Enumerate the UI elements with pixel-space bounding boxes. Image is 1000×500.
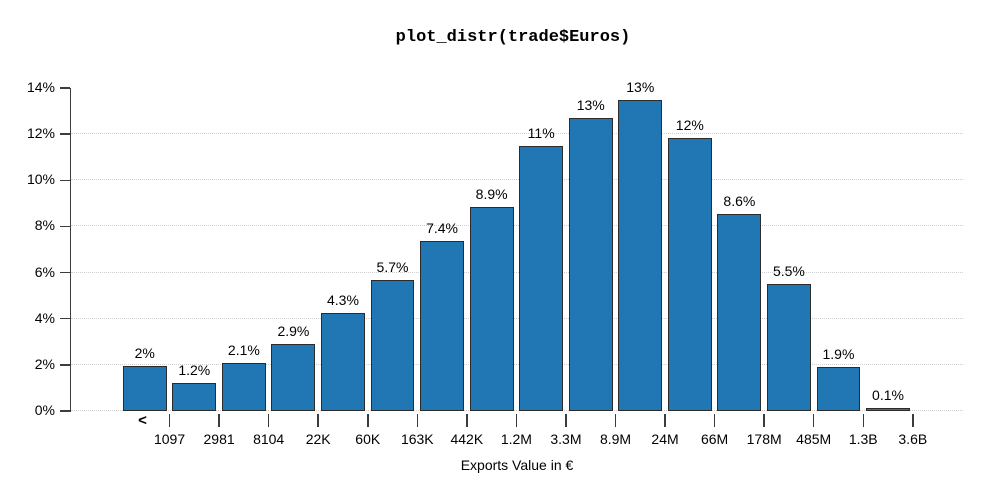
gridline (71, 363, 963, 365)
x-tick-label: 66M (700, 431, 729, 447)
x-tick (664, 414, 666, 427)
x-tick (168, 414, 171, 427)
y-tick-label: 6% (34, 263, 55, 280)
x-tick-label: 22K (305, 431, 331, 447)
x-tick (812, 414, 815, 427)
gridline (71, 179, 963, 181)
bar-value-label: 5.5% (772, 263, 805, 280)
bar-value-label: 2.1% (227, 341, 260, 358)
x-tick (317, 414, 319, 427)
bar-value-label: 13% (626, 78, 655, 95)
y-tick (59, 317, 70, 320)
bar (568, 118, 613, 411)
y-tick-label: 2% (34, 355, 55, 372)
bar (766, 284, 811, 411)
y-tick-label: 8% (34, 217, 55, 234)
y-tick-label: 12% (26, 125, 55, 142)
x-tick (862, 414, 864, 427)
x-tick-label: 178M (746, 431, 782, 447)
x-tick (416, 414, 419, 427)
y-tick (59, 179, 70, 182)
x-tick-label: 3.6B (898, 431, 928, 447)
bar (122, 366, 167, 411)
bar-value-label: 0.1% (872, 386, 904, 403)
bar (717, 213, 762, 411)
y-tick-label: 4% (34, 309, 55, 326)
y-tick (59, 410, 70, 412)
x-tick (763, 414, 765, 427)
y-axis-line (69, 87, 71, 412)
x-tick-label: 2981 (203, 431, 235, 447)
gridline (71, 317, 963, 319)
y-tick-label: 0% (34, 402, 55, 418)
x-tick-label: 1.3B (848, 431, 878, 447)
x-tick (565, 414, 567, 427)
bar (420, 241, 465, 411)
x-tick (515, 414, 518, 427)
less-than-marker: < (138, 412, 147, 429)
y-tick-label: 14% (26, 79, 55, 96)
x-axis-title: Exports Value in € (460, 457, 574, 473)
bar-value-label: 8.6% (723, 192, 756, 209)
gridline (71, 225, 963, 227)
bar (469, 206, 514, 411)
bar-value-label: 8.9% (475, 185, 508, 202)
x-tick-label: 24M (651, 431, 679, 447)
chart-title: plot_distr(trade$Euros) (395, 28, 631, 47)
x-tick (713, 414, 716, 427)
x-tick-label: 8.9M (599, 431, 632, 447)
x-tick (218, 414, 220, 427)
bar (667, 137, 712, 411)
bar-value-label: 7.4% (426, 220, 459, 237)
x-tick-label: 163K (400, 431, 434, 447)
bar-value-label: 13% (576, 97, 605, 113)
bar-value-label: 4.3% (327, 291, 359, 308)
bar-value-label: 12% (675, 116, 704, 133)
gridline (71, 133, 963, 135)
y-tick-label: 10% (26, 171, 55, 188)
y-tick (59, 133, 70, 135)
bar (519, 145, 564, 411)
bar-value-label: 2% (134, 345, 155, 361)
bar (866, 407, 910, 411)
bar (816, 367, 861, 411)
x-tick-label: 1097 (153, 431, 186, 447)
bar-value-label: 1.9% (822, 346, 855, 363)
x-tick-label: 8104 (253, 431, 285, 447)
bar-value-label: 11% (527, 124, 555, 141)
y-tick (59, 364, 70, 366)
x-tick (614, 414, 617, 427)
gridline (71, 271, 963, 273)
y-tick (59, 225, 70, 228)
x-tick-label: 3.3M (550, 431, 582, 447)
x-tick (367, 414, 369, 427)
bar-value-label: 2.9% (277, 323, 310, 340)
bar (370, 279, 415, 411)
x-tick-label: 442K (450, 431, 484, 447)
bar (221, 362, 266, 411)
x-tick (912, 414, 914, 427)
gridline (71, 410, 963, 411)
x-tick-label: 60K (355, 431, 381, 447)
y-tick (59, 87, 70, 89)
bar (172, 383, 217, 411)
x-tick-label: 485M (796, 431, 832, 447)
bar-value-label: 5.7% (376, 258, 409, 275)
bar-value-label: 1.2% (178, 362, 211, 379)
bar (321, 312, 365, 411)
x-tick (267, 414, 270, 427)
x-tick (466, 414, 468, 427)
x-tick-label: 1.2M (500, 431, 532, 447)
bar (618, 99, 663, 411)
y-tick (59, 271, 70, 274)
bar (271, 344, 316, 411)
